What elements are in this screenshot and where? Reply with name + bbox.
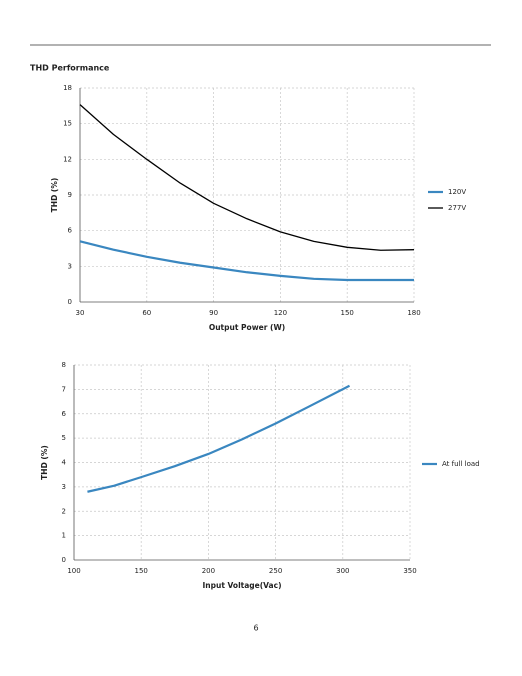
x-tick-label: 30 (76, 309, 85, 317)
x-tick-label: 200 (202, 567, 215, 575)
x-tick-label: 300 (336, 567, 349, 575)
x-tick-label: 250 (269, 567, 282, 575)
x-axis-title: Input Voltage(Vac) (202, 581, 281, 590)
line-series (79, 104, 415, 251)
y-tick-label: 8 (62, 361, 66, 369)
x-tick-label: 100 (67, 567, 80, 575)
section-heading: THD Performance (30, 64, 110, 73)
x-tick-label: 150 (341, 309, 354, 317)
page-number: 6 (253, 624, 258, 633)
y-tick-label: 6 (62, 410, 67, 418)
x-tick-label: 60 (142, 309, 151, 317)
legend-label: At full load (442, 460, 480, 468)
x-tick-label: 180 (407, 309, 420, 317)
y-tick-label: 1 (62, 532, 66, 540)
line-series (87, 384, 351, 493)
y-tick-label: 4 (62, 459, 67, 467)
y-tick-label: 5 (62, 434, 66, 442)
x-tick-label: 350 (403, 567, 416, 575)
y-tick-label: 12 (63, 155, 72, 163)
y-tick-label: 15 (63, 120, 72, 128)
legend-label: 277V (448, 204, 466, 212)
y-axis-title: THD (%) (40, 445, 49, 480)
line-series (79, 240, 414, 282)
y-tick-label: 6 (68, 227, 73, 235)
y-axis-title: THD (%) (50, 178, 59, 213)
y-tick-label: 18 (63, 84, 72, 92)
legend-label: 120V (448, 188, 466, 196)
y-tick-label: 9 (68, 191, 72, 199)
y-tick-label: 7 (62, 385, 66, 393)
x-axis-title: Output Power (W) (209, 323, 285, 332)
y-tick-label: 3 (62, 483, 66, 491)
y-tick-label: 3 (68, 262, 72, 270)
y-tick-label: 2 (62, 507, 66, 515)
x-tick-label: 120 (274, 309, 287, 317)
x-tick-label: 90 (209, 309, 218, 317)
y-tick-label: 0 (68, 298, 72, 306)
y-tick-label: 0 (62, 556, 66, 564)
x-tick-label: 150 (135, 567, 148, 575)
